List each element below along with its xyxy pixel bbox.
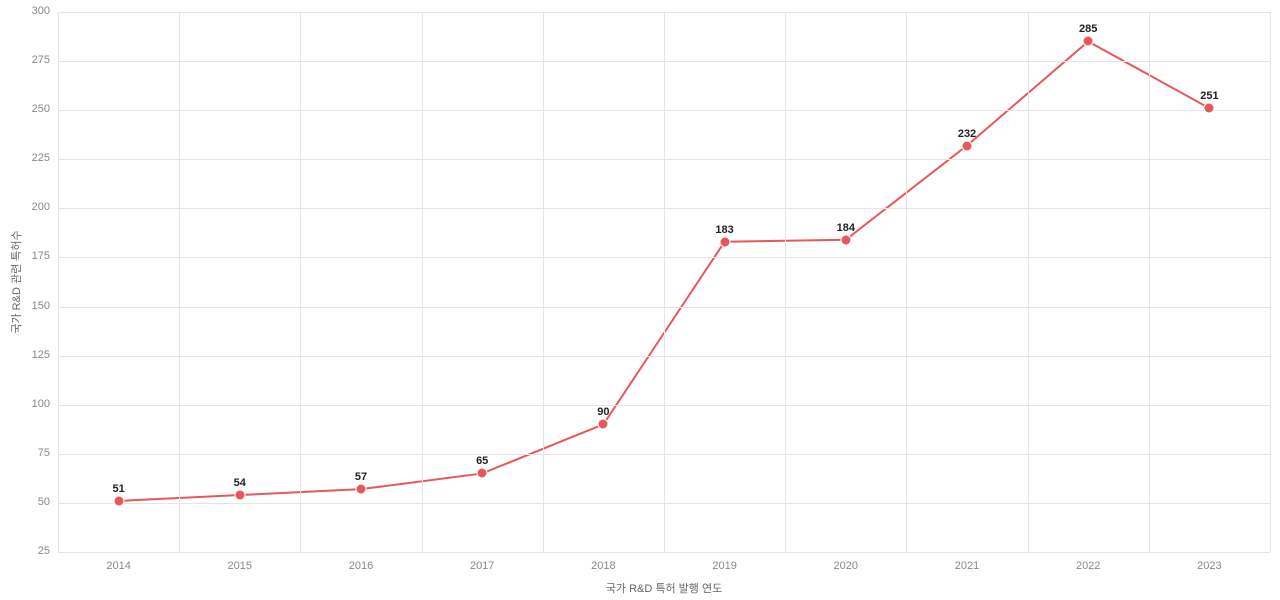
x-gridline	[664, 12, 665, 552]
x-tick-label: 2018	[591, 560, 615, 572]
data-label: 184	[837, 222, 855, 234]
data-label: 54	[234, 477, 246, 489]
plot-area: 51 54 57 65 90 183 184 232 285 251	[58, 12, 1270, 552]
x-gridline	[906, 12, 907, 552]
x-axis-label: 국가 R&D 특허 발행 연도	[606, 580, 722, 596]
x-tick-label: 2021	[955, 560, 979, 572]
data-point	[113, 495, 124, 506]
data-point	[1204, 103, 1215, 114]
chart-container: 51 54 57 65 90 183 184 232 285 251 국가 R&D 특허 발행 연…	[0, 0, 1280, 600]
x-gridline	[300, 12, 301, 552]
x-gridline	[543, 12, 544, 552]
y-tick-label: 225	[32, 152, 50, 164]
x-tick-label: 2016	[349, 560, 373, 572]
data-point	[598, 419, 609, 430]
y-gridline	[58, 552, 1270, 553]
y-tick-label: 175	[32, 250, 50, 262]
x-gridline	[785, 12, 786, 552]
data-point	[719, 236, 730, 247]
x-tick-label: 2022	[1076, 560, 1100, 572]
data-point	[840, 234, 851, 245]
data-label: 65	[476, 455, 488, 467]
x-tick-label: 2020	[834, 560, 858, 572]
data-label: 183	[715, 224, 733, 236]
data-point	[1083, 36, 1094, 47]
data-point	[356, 484, 367, 495]
x-tick-label: 2015	[228, 560, 252, 572]
data-point	[962, 140, 973, 151]
y-tick-label: 25	[38, 545, 50, 557]
data-label: 51	[112, 483, 124, 495]
x-tick-label: 2023	[1197, 560, 1221, 572]
data-label: 285	[1079, 23, 1097, 35]
data-label: 232	[958, 128, 976, 140]
x-gridline	[1270, 12, 1271, 552]
y-tick-label: 125	[32, 349, 50, 361]
x-tick-label: 2017	[470, 560, 494, 572]
x-gridline	[1028, 12, 1029, 552]
x-tick-label: 2014	[106, 560, 130, 572]
x-tick-label: 2019	[712, 560, 736, 572]
x-gridline	[58, 12, 59, 552]
y-axis-label: 국가 R&D 관련 특허수	[8, 230, 24, 333]
y-tick-label: 300	[32, 5, 50, 17]
y-tick-label: 200	[32, 201, 50, 213]
data-point	[234, 490, 245, 501]
y-tick-label: 75	[38, 447, 50, 459]
y-tick-label: 250	[32, 103, 50, 115]
y-tick-label: 150	[32, 300, 50, 312]
data-point	[477, 468, 488, 479]
x-gridline	[422, 12, 423, 552]
y-tick-label: 50	[38, 496, 50, 508]
x-gridline	[1149, 12, 1150, 552]
data-label: 90	[597, 406, 609, 418]
y-tick-label: 275	[32, 54, 50, 66]
data-label: 57	[355, 471, 367, 483]
data-label: 251	[1200, 90, 1218, 102]
x-gridline	[179, 12, 180, 552]
y-tick-label: 100	[32, 398, 50, 410]
